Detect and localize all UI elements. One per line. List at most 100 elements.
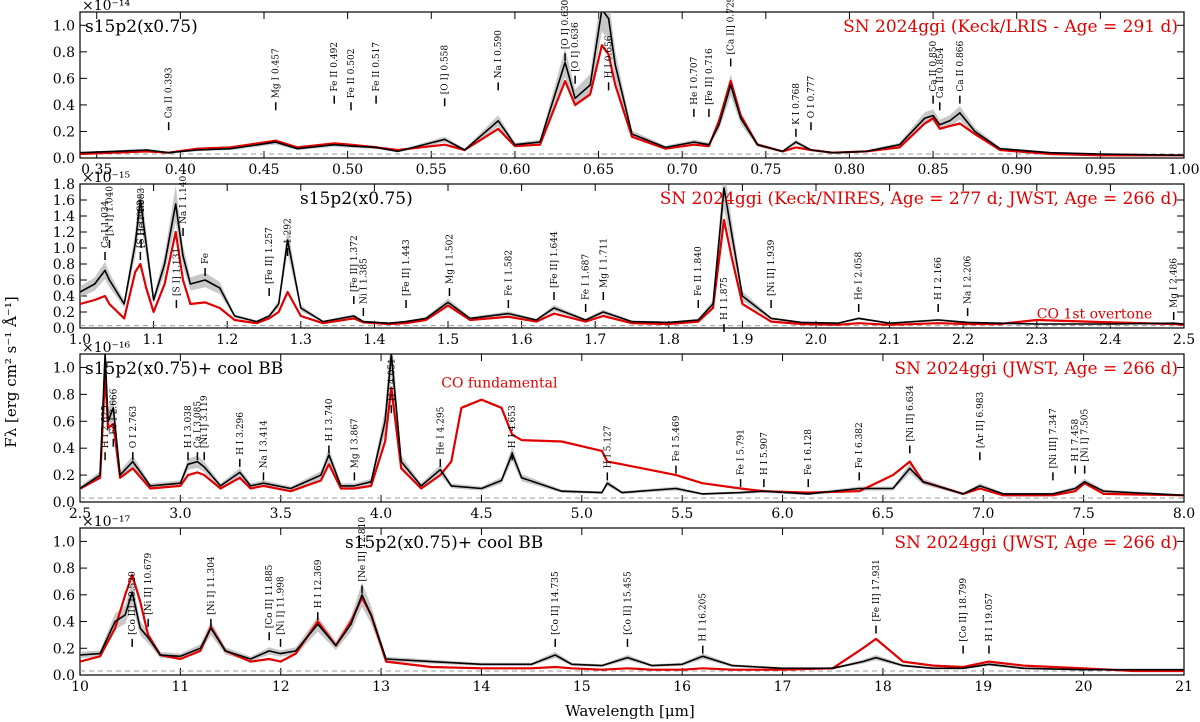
y-tick-label: 0.6 xyxy=(53,414,75,430)
model-title: s15p2(x0.75)+ cool BB xyxy=(85,359,283,379)
line-id-label: Ni I 1.385 xyxy=(359,258,369,304)
line-id-label: Fe II 0.517 xyxy=(372,42,382,92)
x-tick-label: 0.55 xyxy=(416,162,447,178)
panel-frame xyxy=(79,527,1185,676)
x-tick-label: 16 xyxy=(673,679,691,695)
line-id-label: H I 3.296 xyxy=(236,412,246,455)
x-tick-label: 0.65 xyxy=(583,162,614,178)
line-id-label: H I 2.166 xyxy=(934,257,944,300)
x-tick-label: 21 xyxy=(1175,679,1193,695)
x-tick-label: 0.70 xyxy=(667,162,698,178)
x-tick-label: 8.0 xyxy=(1173,506,1195,522)
x-tick-label: 4.5 xyxy=(470,506,492,522)
line-id-label: Mg I 3.867 xyxy=(350,418,360,468)
series-group xyxy=(80,573,1184,673)
observation-title: SN 2024ggi (Keck/NIRES, Age = 277 d; JWS… xyxy=(660,189,1178,209)
x-tick-label: 1.1 xyxy=(142,332,164,348)
y-tick-label: 1.0 xyxy=(53,534,75,550)
y-tick-label: 1.0 xyxy=(53,241,75,257)
y-tick-label: 1.0 xyxy=(53,360,75,376)
line-id-label: [S I] 1.131 xyxy=(172,248,182,296)
y-tick-label: 1.2 xyxy=(53,225,75,241)
line-id-label: Fe II 0.492 xyxy=(330,42,340,92)
line-id-label: H I 16.205 xyxy=(699,593,709,642)
x-tick-label: 11 xyxy=(171,679,189,695)
y-tick-label: 0.0 xyxy=(53,668,75,684)
x-tick-label: 1.00 xyxy=(1168,162,1199,178)
x-tick-label: 0.75 xyxy=(750,162,781,178)
x-tick-label: 10 xyxy=(71,679,89,695)
line-id-label: H I 5.127 xyxy=(603,425,613,468)
line-id-label: He I 1.083 xyxy=(137,188,147,236)
line-id-label: [Ni I] 11.998 xyxy=(277,576,287,635)
observation-title: SN 2024ggi (Keck/LRIS - Age = 291 d) xyxy=(843,17,1178,37)
line-id-label: H I 0.656 xyxy=(605,35,615,78)
line-id-label: Mg I 1.711 xyxy=(599,238,609,288)
x-tick-label: 1.3 xyxy=(290,332,312,348)
x-tick-label: 1.5 xyxy=(437,332,459,348)
line-id-label: [O I] 0.636 xyxy=(571,22,581,72)
model-spectrum-line xyxy=(80,187,1184,325)
line-id-label: [Fe II] 1.372 xyxy=(350,235,360,292)
line-id-label: H I 1.875 xyxy=(720,277,730,320)
x-tick-label: 1.6 xyxy=(510,332,532,348)
x-tick-label: 12 xyxy=(272,679,290,695)
observed-spectrum-line xyxy=(80,373,1184,497)
line-id-label: Ca I 3.085 xyxy=(193,401,203,449)
line-id-label: Fe I 1.582 xyxy=(504,250,514,296)
line-id-label: Na I 1.140 xyxy=(179,175,189,224)
x-tick-label: 15 xyxy=(573,679,591,695)
y-tick-label: 1.6 xyxy=(53,193,75,209)
x-tick-label: 19 xyxy=(974,679,992,695)
line-id-label: Na I 0.590 xyxy=(494,30,504,79)
y-axis-label: Fλ [erg cm² s⁻¹ Å⁻¹] xyxy=(2,296,20,447)
line-id-label: [Fe II] 1.257 xyxy=(265,227,275,284)
model-uncertainty-band xyxy=(80,579,1184,671)
line-id-label: [Fe II] 0.716 xyxy=(705,48,715,105)
x-tick-label: 0.80 xyxy=(834,162,865,178)
line-id-label: Fe I 5.791 xyxy=(737,429,747,475)
line-id-label: Ca II 0.854 xyxy=(936,47,946,98)
x-tick-label: 18 xyxy=(874,679,892,695)
x-tick-label: 7.5 xyxy=(1073,506,1095,522)
x-tick-label: 0.50 xyxy=(332,162,363,178)
x-tick-label: 5.0 xyxy=(571,506,593,522)
panel-2: 1.0 1.1 1.2 1.3 1.4 1.5 1.6 1.7 1.8 1.9 2.0 2.1 2.2 2… xyxy=(53,170,1195,348)
line-id-label: [O I] 0.630 xyxy=(561,0,571,49)
x-tick-label: 13 xyxy=(372,679,390,695)
x-tick-label: 4.0 xyxy=(370,506,392,522)
line-id-label: H I 3.038 xyxy=(184,405,194,448)
line-id-label: [Fe II] 1.443 xyxy=(402,239,412,296)
line-id-label: [Ni I] 3.119 xyxy=(200,395,210,448)
line-id-label: [O I] 0.558 xyxy=(441,45,451,95)
x-tick-label: 2.2 xyxy=(952,332,974,348)
line-id-label: H I 4.051 xyxy=(387,358,397,401)
line-id-label: 1.292 xyxy=(284,218,294,244)
x-tick-label: 3.5 xyxy=(270,506,292,522)
y-exponent: ×10⁻¹⁴ xyxy=(82,0,131,14)
line-id-label: Ca II 0.393 xyxy=(165,67,175,118)
x-tick-label: 1.4 xyxy=(363,332,385,348)
model-spectrum-line xyxy=(80,591,1184,671)
x-tick-label: 6.5 xyxy=(872,506,894,522)
line-id-label: H I 19.057 xyxy=(985,593,995,642)
y-tick-label: 0.8 xyxy=(53,257,75,273)
y-tick-label: 1.4 xyxy=(53,209,75,225)
line-id-label: [Fe II] 1.644 xyxy=(550,231,560,288)
x-tick-label: 7.0 xyxy=(972,506,994,522)
model-title: s15p2(x0.75) xyxy=(300,189,413,209)
panel-1: 0.35 0.40 0.45 0.50 0.55 0.60 0.65 0.70 0.75 0.80… xyxy=(53,0,1200,178)
x-tick-label: 3.0 xyxy=(169,506,191,522)
line-id-label: Mg I 0.457 xyxy=(272,48,282,98)
x-tick-label: 1.2 xyxy=(216,332,238,348)
line-id-label: Fe I 2.666 xyxy=(109,388,119,434)
x-tick-label: 2.4 xyxy=(1099,332,1121,348)
y-tick-label: 0.4 xyxy=(53,615,75,631)
line-id-label: [Ni I] 11.304 xyxy=(207,556,217,615)
line-id-label: H I 2.625 xyxy=(101,405,111,448)
y-exponent: ×10⁻¹⁷ xyxy=(82,514,131,530)
y-tick-label: 0.8 xyxy=(53,387,75,403)
line-id-label: [Ar II] 6.983 xyxy=(976,391,986,448)
x-tick-label: 2.5 xyxy=(1173,332,1195,348)
